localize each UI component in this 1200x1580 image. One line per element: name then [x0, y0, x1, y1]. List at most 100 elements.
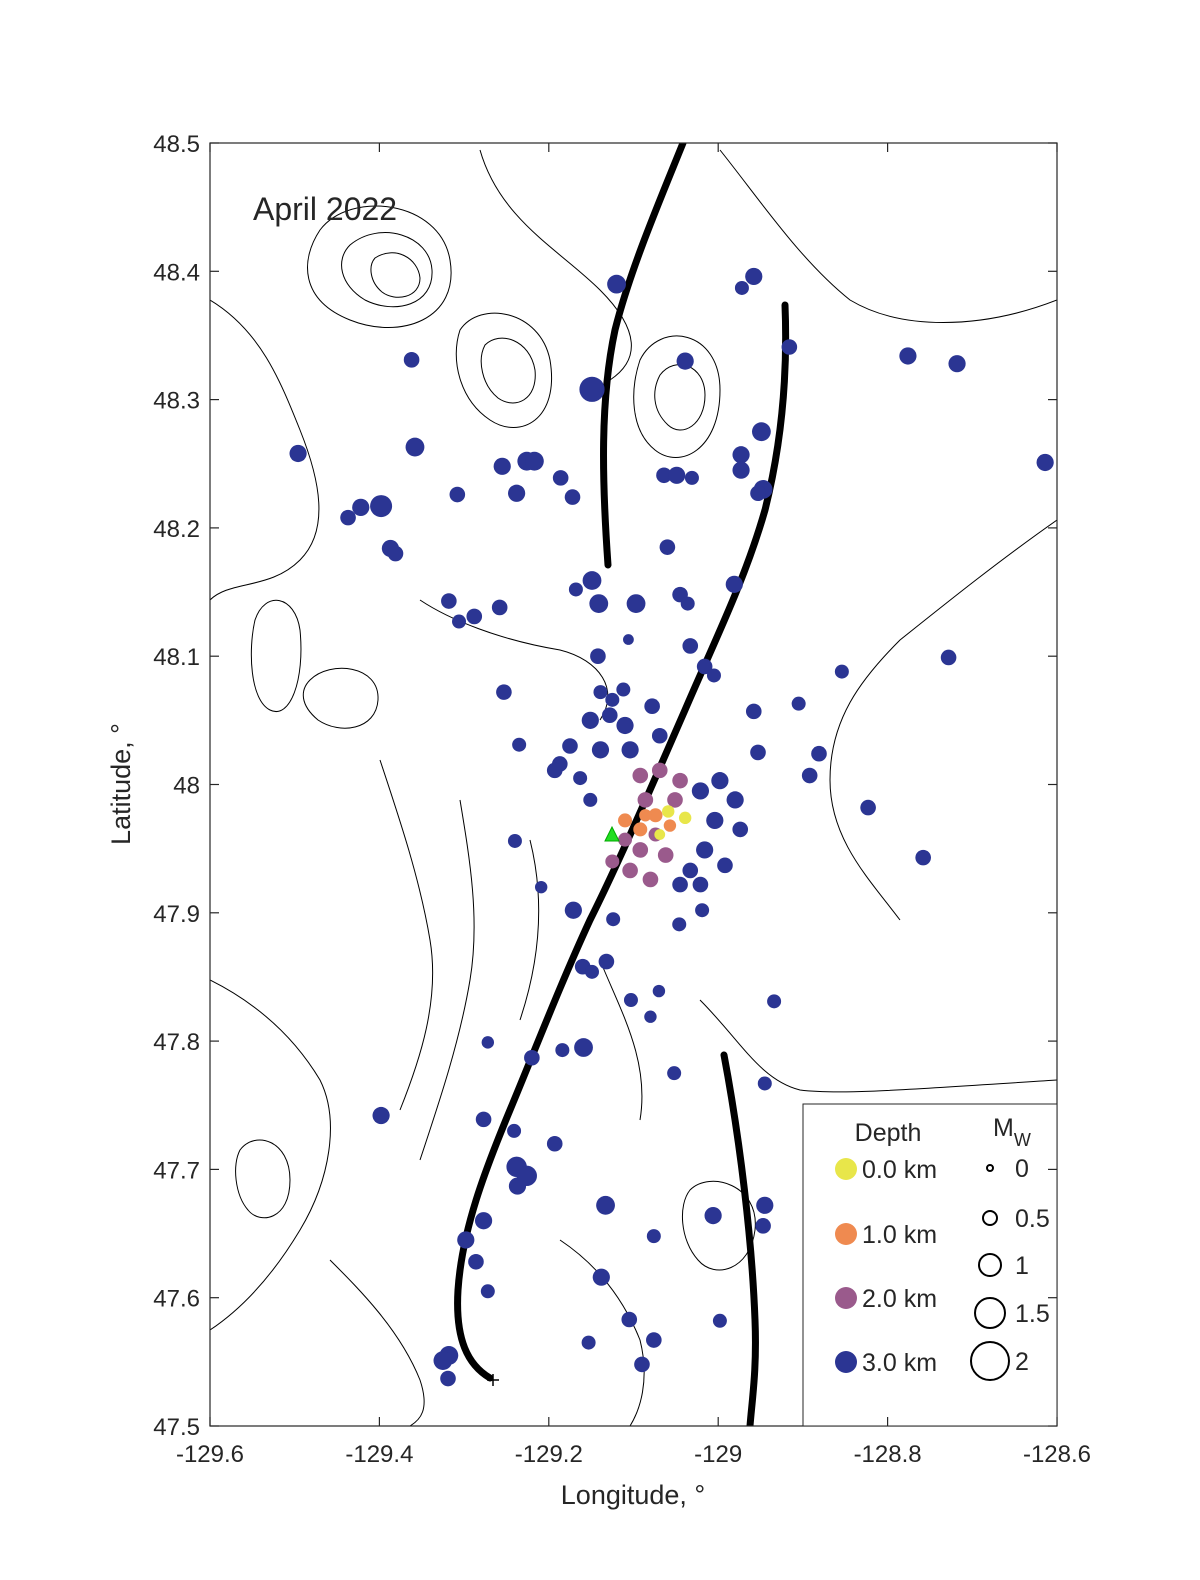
size-legend-title-main: M — [993, 1114, 1014, 1142]
earthquake — [684, 470, 699, 485]
earthquake — [606, 912, 621, 927]
earthquake — [633, 822, 648, 837]
y-tick-label: 47.9 — [153, 901, 200, 928]
earthquake — [726, 791, 744, 809]
y-axis-label: Latitude, ° — [106, 723, 136, 845]
earthquake — [403, 352, 420, 368]
earthquake — [590, 648, 606, 664]
earthquake — [605, 854, 620, 869]
earthquake — [466, 608, 483, 625]
earthquake — [1036, 453, 1054, 472]
y-tick-label: 48 — [173, 773, 200, 800]
legend-swatch — [835, 1351, 857, 1373]
earthquake — [667, 792, 683, 808]
earthquake — [756, 1196, 774, 1214]
earthquake — [691, 782, 710, 800]
earthquake — [589, 594, 609, 613]
earthquake — [546, 1135, 563, 1152]
legend-label: 0.0 km — [862, 1156, 937, 1184]
earthquake — [579, 376, 605, 402]
earthquake — [508, 1177, 527, 1195]
earthquake — [370, 495, 393, 518]
y-tick-label: 48.2 — [153, 516, 200, 543]
earthquake — [568, 582, 583, 597]
earthquake — [811, 745, 827, 762]
earthquake — [639, 809, 652, 822]
earthquake — [672, 772, 688, 789]
earthquake — [525, 451, 544, 471]
earthquake — [652, 984, 666, 998]
earthquake — [662, 805, 675, 818]
legend-swatch — [835, 1223, 857, 1245]
earthquake — [598, 953, 615, 970]
earthquake — [637, 792, 654, 808]
earthquake — [706, 668, 721, 683]
earthquake — [452, 614, 467, 629]
earthquake — [440, 1370, 456, 1387]
earthquake — [801, 767, 818, 784]
earthquake — [948, 355, 966, 373]
x-tick-label: -129 — [694, 1441, 742, 1468]
earthquake — [583, 792, 598, 807]
size-legend-label: 0.5 — [1015, 1205, 1050, 1233]
cross-marker — [487, 1374, 499, 1386]
earthquake — [496, 684, 512, 700]
earthquake — [405, 437, 425, 457]
earthquake — [457, 1231, 475, 1249]
earthquake — [751, 422, 771, 442]
earthquake — [524, 1049, 540, 1066]
x-tick-label: -129.4 — [345, 1441, 413, 1468]
earthquake — [508, 484, 526, 502]
earthquake — [672, 876, 688, 893]
earthquake — [507, 833, 522, 848]
earthquake — [750, 485, 766, 502]
earthquakes — [289, 267, 1054, 1387]
earthquake — [616, 716, 634, 735]
earthquake — [605, 692, 620, 707]
earthquake — [696, 658, 713, 675]
earthquake — [915, 849, 931, 866]
earthquake — [711, 772, 729, 790]
legend-title: Depth — [855, 1119, 922, 1147]
earthquake — [372, 1106, 390, 1125]
earthquake — [564, 489, 581, 505]
earthquake — [668, 466, 686, 484]
size-legend-title-subscript: W — [1014, 1130, 1031, 1150]
earthquake — [632, 842, 649, 858]
earthquake — [704, 1206, 722, 1225]
earthquake — [512, 737, 527, 752]
earthquake — [672, 917, 687, 932]
earthquake — [433, 1351, 453, 1370]
size-legend-circle — [974, 1297, 1006, 1329]
y-tick-label: 47.8 — [153, 1029, 200, 1056]
earthquake — [623, 634, 634, 645]
earthquake — [696, 841, 714, 859]
earthquake — [555, 1043, 570, 1058]
earthquake — [692, 876, 709, 893]
earthquake — [682, 638, 699, 654]
earthquake — [623, 993, 638, 1008]
earthquake — [644, 698, 660, 715]
earthquake — [667, 1066, 682, 1081]
y-tick-label: 48.1 — [153, 644, 200, 671]
earthquake — [573, 771, 588, 786]
y-tick-label: 48.3 — [153, 388, 200, 415]
earthquake — [651, 762, 668, 779]
y-tick-label: 47.6 — [153, 1286, 200, 1313]
x-axis-label: Longitude, ° — [561, 1480, 705, 1510]
size-legend-circle — [978, 1253, 1002, 1277]
earthquake — [781, 339, 798, 355]
earthquake — [387, 545, 404, 562]
earthquake — [562, 738, 578, 754]
earthquake — [474, 1212, 493, 1230]
earthquake — [657, 847, 674, 863]
earthquake — [651, 727, 668, 744]
legend: Depth MW 0.0 km 1.0 km 2.0 km 3.0 km 0 0.5 1 1.… — [802, 1103, 1058, 1427]
earthquake — [632, 767, 649, 784]
chart-title: April 2022 — [253, 191, 397, 227]
earthquake — [644, 1010, 657, 1023]
earthquake — [706, 811, 724, 830]
station-marker — [604, 825, 620, 842]
